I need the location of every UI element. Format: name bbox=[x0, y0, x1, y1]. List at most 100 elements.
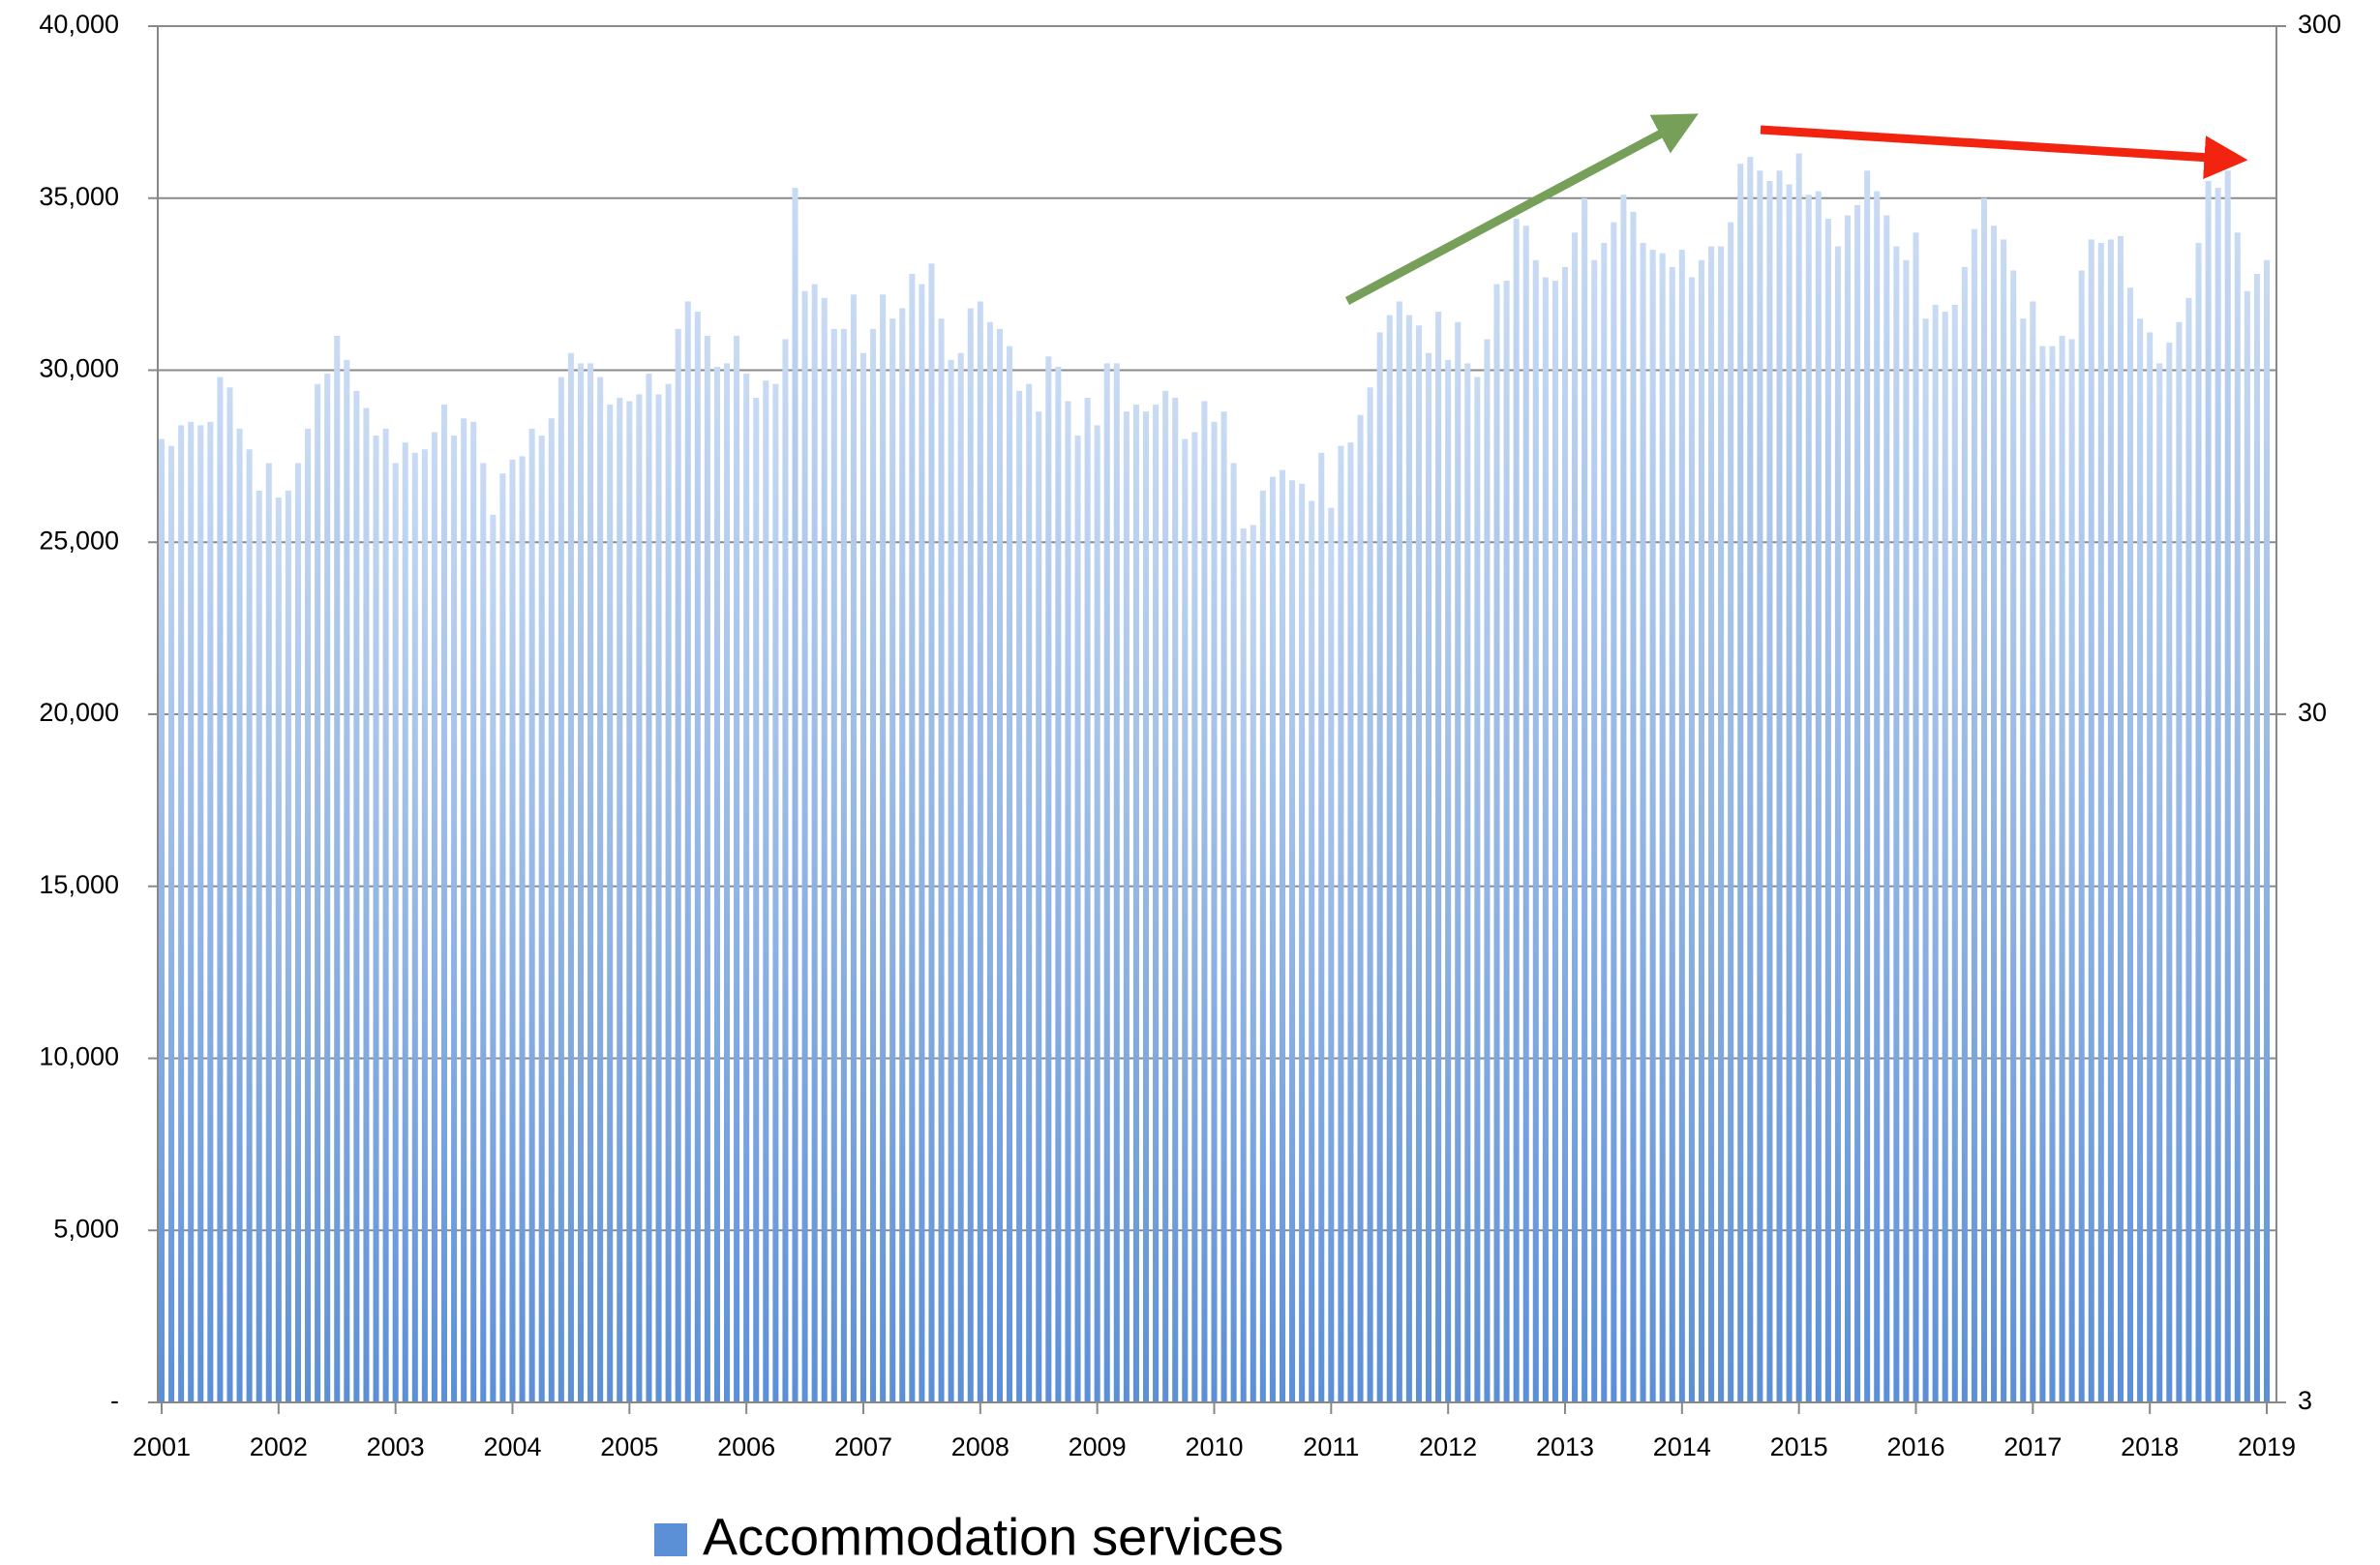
bar bbox=[928, 263, 935, 1402]
bar bbox=[607, 405, 614, 1402]
bar bbox=[1922, 318, 1929, 1402]
bar bbox=[1503, 281, 1510, 1402]
bar bbox=[1279, 469, 1286, 1403]
bar bbox=[207, 421, 214, 1402]
bar bbox=[431, 432, 437, 1402]
bar bbox=[1678, 250, 1685, 1403]
bar bbox=[1220, 411, 1227, 1402]
bar bbox=[1386, 315, 1393, 1402]
bar bbox=[850, 294, 857, 1402]
bar bbox=[2088, 239, 2094, 1402]
bar bbox=[1426, 352, 1432, 1403]
bar bbox=[724, 363, 731, 1402]
bar bbox=[830, 328, 837, 1403]
bar bbox=[1007, 346, 1013, 1402]
bar bbox=[899, 308, 906, 1402]
bar bbox=[519, 456, 526, 1402]
bar bbox=[1532, 259, 1539, 1402]
bar bbox=[880, 294, 887, 1402]
y-tick-label: 10,000 bbox=[39, 1042, 119, 1071]
bar bbox=[2001, 239, 2007, 1402]
x-tick-label: 2009 bbox=[1069, 1432, 1127, 1461]
y-tick-label: - bbox=[110, 1386, 119, 1415]
bar bbox=[1834, 246, 1841, 1402]
bar bbox=[363, 407, 370, 1403]
bar bbox=[1776, 170, 1783, 1402]
bar bbox=[1883, 215, 1890, 1402]
x-tick-label: 2016 bbox=[1886, 1432, 1944, 1461]
bar bbox=[2117, 235, 2124, 1403]
bar bbox=[1376, 332, 1383, 1402]
bar bbox=[1932, 304, 1939, 1403]
bar bbox=[763, 380, 769, 1402]
bar bbox=[1269, 476, 1276, 1403]
bar bbox=[1250, 525, 1256, 1402]
bar bbox=[382, 428, 389, 1402]
bar bbox=[694, 312, 701, 1403]
bar bbox=[2166, 343, 2173, 1402]
bar bbox=[1795, 153, 1802, 1402]
bar bbox=[1191, 432, 1198, 1402]
bar bbox=[1084, 397, 1091, 1403]
x-tick-label: 2010 bbox=[1185, 1432, 1243, 1461]
x-tick-label: 2019 bbox=[2238, 1432, 2296, 1461]
bar bbox=[188, 421, 195, 1402]
bar bbox=[1211, 421, 1218, 1402]
bar bbox=[1854, 204, 1861, 1403]
bar bbox=[977, 301, 983, 1402]
x-tick-label: 2018 bbox=[2121, 1432, 2179, 1461]
bar bbox=[1582, 197, 1588, 1402]
bar bbox=[1074, 436, 1081, 1402]
bar bbox=[509, 459, 516, 1402]
bar bbox=[1913, 232, 1919, 1402]
bar bbox=[440, 405, 448, 1402]
bar bbox=[1464, 363, 1471, 1402]
bar bbox=[2234, 232, 2241, 1402]
bar bbox=[840, 328, 847, 1403]
bar bbox=[1961, 266, 1968, 1403]
bar bbox=[2049, 346, 2056, 1402]
bar bbox=[392, 463, 399, 1402]
x-tick-label: 2017 bbox=[2003, 1432, 2062, 1461]
bar bbox=[1240, 528, 1247, 1402]
bar bbox=[2147, 332, 2154, 1402]
bar bbox=[1572, 232, 1579, 1402]
bar bbox=[1864, 170, 1871, 1402]
bar bbox=[1718, 246, 1725, 1402]
bar bbox=[421, 449, 428, 1402]
bar bbox=[1172, 397, 1179, 1403]
bar bbox=[557, 376, 564, 1402]
bar bbox=[1493, 284, 1500, 1402]
bar bbox=[168, 445, 175, 1403]
bar bbox=[1669, 266, 1675, 1403]
bar bbox=[675, 328, 681, 1403]
bar bbox=[1328, 507, 1335, 1402]
bar bbox=[324, 374, 331, 1403]
bar bbox=[1640, 242, 1646, 1403]
bar bbox=[2078, 270, 2085, 1402]
bar bbox=[567, 352, 574, 1403]
bar bbox=[1815, 191, 1822, 1402]
bar bbox=[1844, 215, 1852, 1402]
y2-tick-label: 300 bbox=[2298, 10, 2341, 39]
y2-tick-label: 3 bbox=[2298, 1386, 2312, 1415]
bar bbox=[334, 335, 341, 1403]
bar bbox=[2185, 297, 2192, 1403]
bar bbox=[1620, 195, 1627, 1402]
bar bbox=[461, 418, 467, 1402]
bar bbox=[2156, 363, 2163, 1402]
bar bbox=[1259, 490, 1266, 1402]
y-tick-label: 15,000 bbox=[39, 870, 119, 899]
bar bbox=[1396, 301, 1402, 1402]
bar bbox=[2030, 301, 2036, 1402]
bar bbox=[1903, 259, 1910, 1402]
bar bbox=[1055, 366, 1062, 1402]
bar bbox=[957, 352, 964, 1403]
bar bbox=[2039, 346, 2046, 1402]
bar bbox=[451, 436, 458, 1402]
bar bbox=[948, 359, 954, 1403]
bar bbox=[2107, 239, 2114, 1402]
legend-swatch bbox=[654, 1523, 687, 1556]
bar bbox=[402, 442, 408, 1402]
y-tick-label: 30,000 bbox=[39, 354, 119, 383]
